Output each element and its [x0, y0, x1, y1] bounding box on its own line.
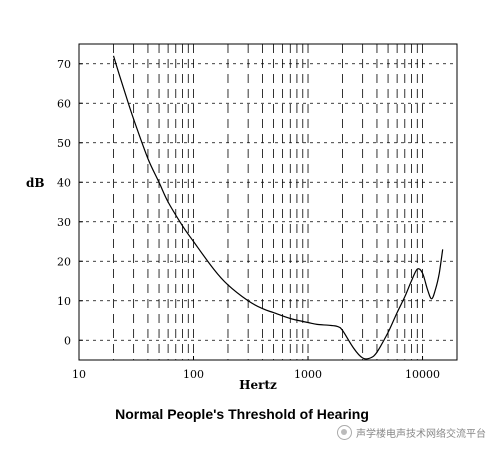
- x-tick-label: 10: [72, 368, 86, 381]
- y-tick-label: 60: [57, 97, 71, 110]
- plot-frame: [78, 43, 458, 361]
- y-tick-label: 20: [57, 255, 71, 268]
- axis-ticks: 0 10 20 30 40 50 60 70 10 100 1000 10000: [57, 58, 440, 381]
- chart-title: Normal People's Threshold of Hearing: [115, 406, 369, 422]
- y-tick-label: 50: [57, 137, 71, 150]
- x-tick-label: 1000: [294, 368, 322, 381]
- y-tick-label: 10: [57, 295, 71, 308]
- x-tick-label: 10000: [405, 368, 440, 381]
- wechat-icon: [337, 425, 352, 440]
- watermark-text: 声学楼电声技术网络交流平台: [356, 429, 486, 440]
- grid-lines: [79, 44, 457, 360]
- x-tick-label: 100: [183, 368, 204, 381]
- y-axis-label: dB: [26, 176, 45, 190]
- y-tick-label: 30: [57, 216, 71, 229]
- y-tick-label: 40: [57, 176, 71, 189]
- watermark: 声学楼电声技术网络交流平台: [337, 425, 486, 440]
- y-tick-label: 70: [57, 58, 71, 71]
- y-tick-label: 0: [64, 334, 71, 347]
- x-axis-label: Hertz: [239, 378, 277, 392]
- threshold-curve: [112, 55, 444, 360]
